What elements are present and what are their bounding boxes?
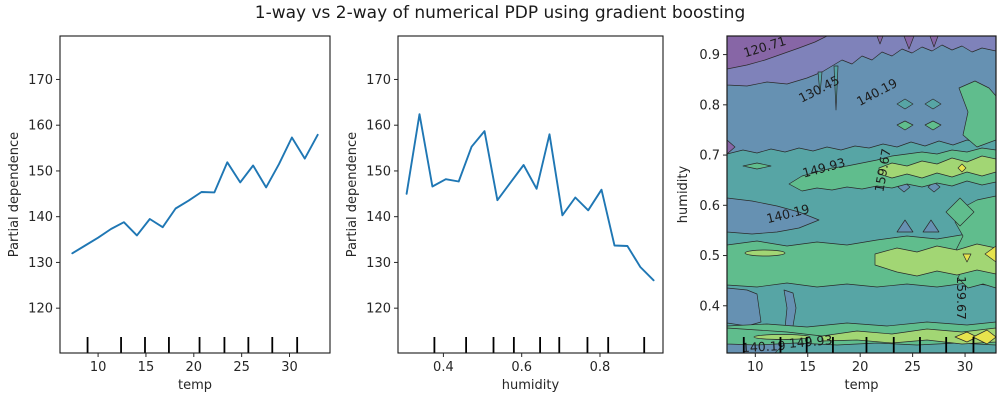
contour-band-purple: [727, 36, 939, 155]
pdp-humidity-axes: 0.4 0.6 0.8 120 130 140 150 160 170 humidity Parti…: [345, 35, 664, 393]
y-tick-label: 0.4: [699, 299, 720, 314]
plot-frame: [59, 35, 331, 354]
y-tick-label: 170: [366, 73, 391, 88]
contour-label-140-bottom: 140.19: [742, 338, 787, 355]
pdp-plot-humidity: 0.4 0.6 0.8 120 130 140 150 160 170 humidity Parti…: [345, 35, 664, 393]
pdp-temp-axes: 10 15 20 25 30 120 130 140 150 160 170 temp Partial …: [7, 35, 331, 393]
pdp-contour-plot: 120.71 130.45 140.19 149.93 159.67 140.1…: [676, 33, 997, 393]
contour-label-159-right: 159.67: [954, 276, 969, 320]
x-tick-label: 25: [904, 360, 921, 375]
contour-label-149-bottom: 149.93: [788, 332, 833, 351]
x-tick-label: 15: [799, 360, 816, 375]
pdp-line: [71, 133, 319, 255]
x-tick-label: 30: [281, 360, 298, 375]
figure-title: 1-way vs 2-way of numerical PDP using gr…: [254, 3, 746, 23]
x-axis-label: humidity: [502, 378, 560, 393]
y-tick-label: 140: [28, 210, 53, 225]
x-tick-label: 30: [957, 360, 974, 375]
y-tick-label: 0.9: [699, 48, 720, 63]
y-tick-label: 0.5: [699, 249, 720, 264]
y-axis-label: Partial dependence: [345, 132, 360, 257]
y-tick-label: 120: [28, 302, 53, 317]
pdp-2way-temp-humidity-axes: 10 15 20 25 30 0.4 0.5 0.6 0.7 0.8 0.9 temp humidity: [676, 48, 975, 393]
y-tick-label: 170: [28, 73, 53, 88]
plot-frame: [397, 35, 664, 354]
contour-label-159-mid: 159.67: [871, 147, 893, 193]
y-tick-label: 150: [28, 164, 53, 179]
y-tick-label: 130: [28, 256, 53, 271]
contour-area: 120.71 130.45 140.19 149.93 159.67 140.1…: [726, 33, 997, 355]
x-tick-label: 10: [747, 360, 764, 375]
y-tick-label: 130: [366, 256, 391, 271]
pdp-plot-temp: 10 15 20 25 30 120 130 140 150 160 170 temp Partial …: [7, 35, 331, 393]
y-tick-label: 0.7: [699, 149, 720, 164]
contour-teal-spikes: [817, 65, 942, 111]
y-tick-label: 150: [366, 164, 391, 179]
y-tick-label: 140: [366, 210, 391, 225]
x-axis-label: temp: [844, 378, 878, 393]
y-tick-label: 160: [366, 119, 391, 134]
x-tick-label: 20: [186, 360, 203, 375]
x-tick-label: 0.6: [511, 360, 532, 375]
pdp-line: [405, 113, 655, 282]
y-tick-label: 0.6: [699, 199, 720, 214]
x-tick-label: 25: [233, 360, 250, 375]
contour-band-yellow: [954, 163, 996, 345]
contour-border: [726, 35, 997, 354]
x-tick-label: 15: [138, 360, 155, 375]
y-tick-label: 120: [366, 302, 391, 317]
x-tick-label: 20: [852, 360, 869, 375]
y-axis-label: Partial dependence: [7, 132, 22, 257]
contour-line-extra: [727, 327, 823, 337]
x-tick-label: 10: [90, 360, 107, 375]
x-tick-label: 0.8: [590, 360, 611, 375]
x-tick-label: 0.4: [433, 360, 454, 375]
y-tick-label: 160: [28, 119, 53, 134]
contour-band-lightgreen: [744, 155, 996, 345]
x-axis-label: temp: [178, 378, 212, 393]
y-tick-label: 0.8: [699, 98, 720, 113]
y-axis-label: humidity: [676, 165, 691, 223]
